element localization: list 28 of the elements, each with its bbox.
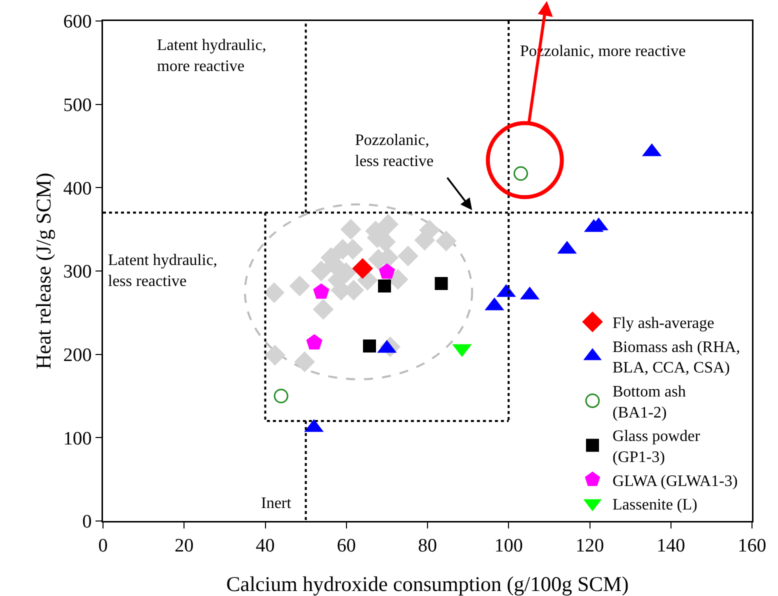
x-axis-title: Calcium hydroxide consumption (g/100g SCM) [226, 572, 629, 596]
legend-label: Fly ash-average [612, 315, 714, 332]
y-tick-label: 100 [63, 428, 92, 450]
legend-label: Biomass ash (RHA, BLA, CCA, CSA) [612, 338, 740, 377]
y-tick-label: 600 [63, 12, 92, 33]
y-tick-label: 500 [63, 94, 92, 116]
x-tick-label: 60 [336, 535, 356, 556]
legend-label: Lassenite (L) [612, 496, 698, 514]
y-tick-label: 400 [63, 178, 92, 200]
x-tick-label: 140 [656, 535, 686, 556]
y-tick-label: 300 [63, 262, 92, 283]
y-tick-label: 200 [63, 344, 92, 366]
x-tick-label: 80 [418, 535, 437, 556]
x-tick-label: 100 [494, 535, 523, 556]
annotation: Inert [261, 495, 292, 512]
annotation: Pozzolanic, less reactive [355, 132, 434, 170]
legend-label: Bottom ash (BA1-2) [612, 384, 686, 422]
x-tick-label: 20 [174, 535, 194, 556]
legend-label: GLWA (GLWA1-3) [612, 472, 738, 490]
annotation: Latent hydraulic, more reactive [157, 37, 266, 75]
y-tick-label: 0 [82, 512, 92, 533]
annotation: Latent hydraulic, less reactive [108, 252, 218, 290]
y-axis-title: Heat release (J/g SCM) [32, 172, 56, 370]
x-tick-label: 160 [738, 535, 766, 556]
x-tick-label: 40 [256, 535, 275, 556]
legend-label: Glass powder (GP1-3) [612, 428, 701, 466]
x-tick-label: 120 [576, 535, 604, 556]
x-tick-label: 0 [98, 535, 108, 556]
